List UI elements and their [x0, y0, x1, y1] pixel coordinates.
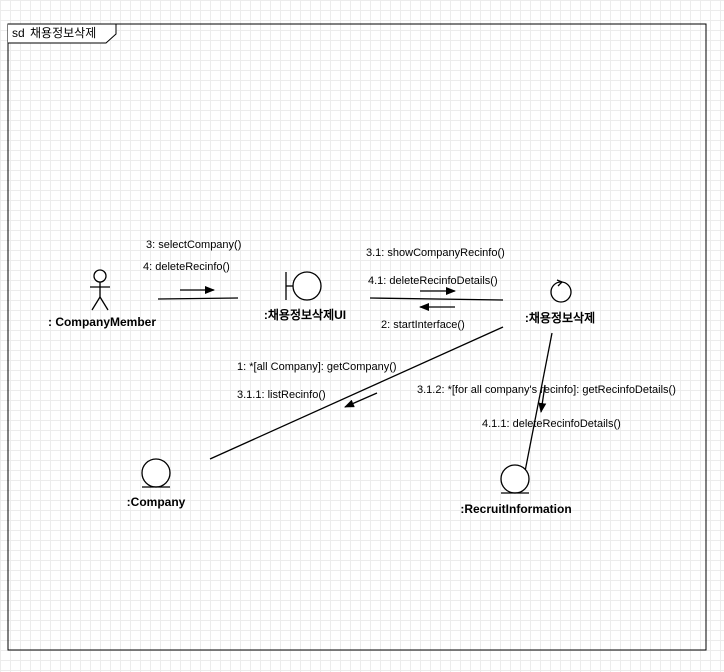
- entity-icon-company: [141, 458, 171, 488]
- object-label-ui: :채용정보삭제UI: [264, 307, 346, 322]
- link-ui-control: [369, 297, 504, 301]
- message-label-3-1-1: 3.1.1: listRecinfo(): [237, 389, 326, 401]
- frame-keyword: sd: [12, 26, 25, 40]
- arrow-control-to-recruit: [538, 384, 547, 413]
- message-label-2: 2: startInterface(): [381, 319, 465, 331]
- arrow-control-to-company: [344, 392, 378, 408]
- boundary-icon: [285, 271, 322, 301]
- link-control-recruit: [520, 332, 553, 493]
- entity-icon-recruit: [500, 464, 530, 494]
- control-icon: [550, 279, 572, 303]
- message-label-3-1-2: 3.1.2: *[for all company's recinfo]: get…: [417, 384, 676, 396]
- object-label-member: : CompanyMember: [48, 315, 156, 329]
- link-member-ui: [157, 297, 239, 300]
- frame-label-box: [8, 23, 117, 44]
- frame-title: 채용정보삭제: [30, 26, 96, 40]
- message-label-1: 1: *[all Company]: getCompany(): [237, 361, 397, 373]
- message-label-4: 4: deleteRecinfo(): [143, 261, 230, 273]
- diagram-frame: [7, 23, 707, 651]
- actor-icon: [90, 269, 110, 311]
- message-label-4-1-1: 4.1.1: deleteRecinfoDetails(): [482, 418, 621, 430]
- object-label-control: :채용정보삭제: [525, 310, 595, 325]
- link-control-company: [209, 326, 504, 460]
- object-label-company: :Company: [127, 495, 186, 509]
- message-label-3: 3: selectCompany(): [146, 239, 241, 251]
- object-label-recruit: :RecruitInformation: [460, 502, 571, 516]
- message-label-3-1: 3.1: showCompanyRecinfo(): [366, 247, 505, 259]
- message-label-4-1: 4.1: deleteRecinfoDetails(): [368, 275, 498, 287]
